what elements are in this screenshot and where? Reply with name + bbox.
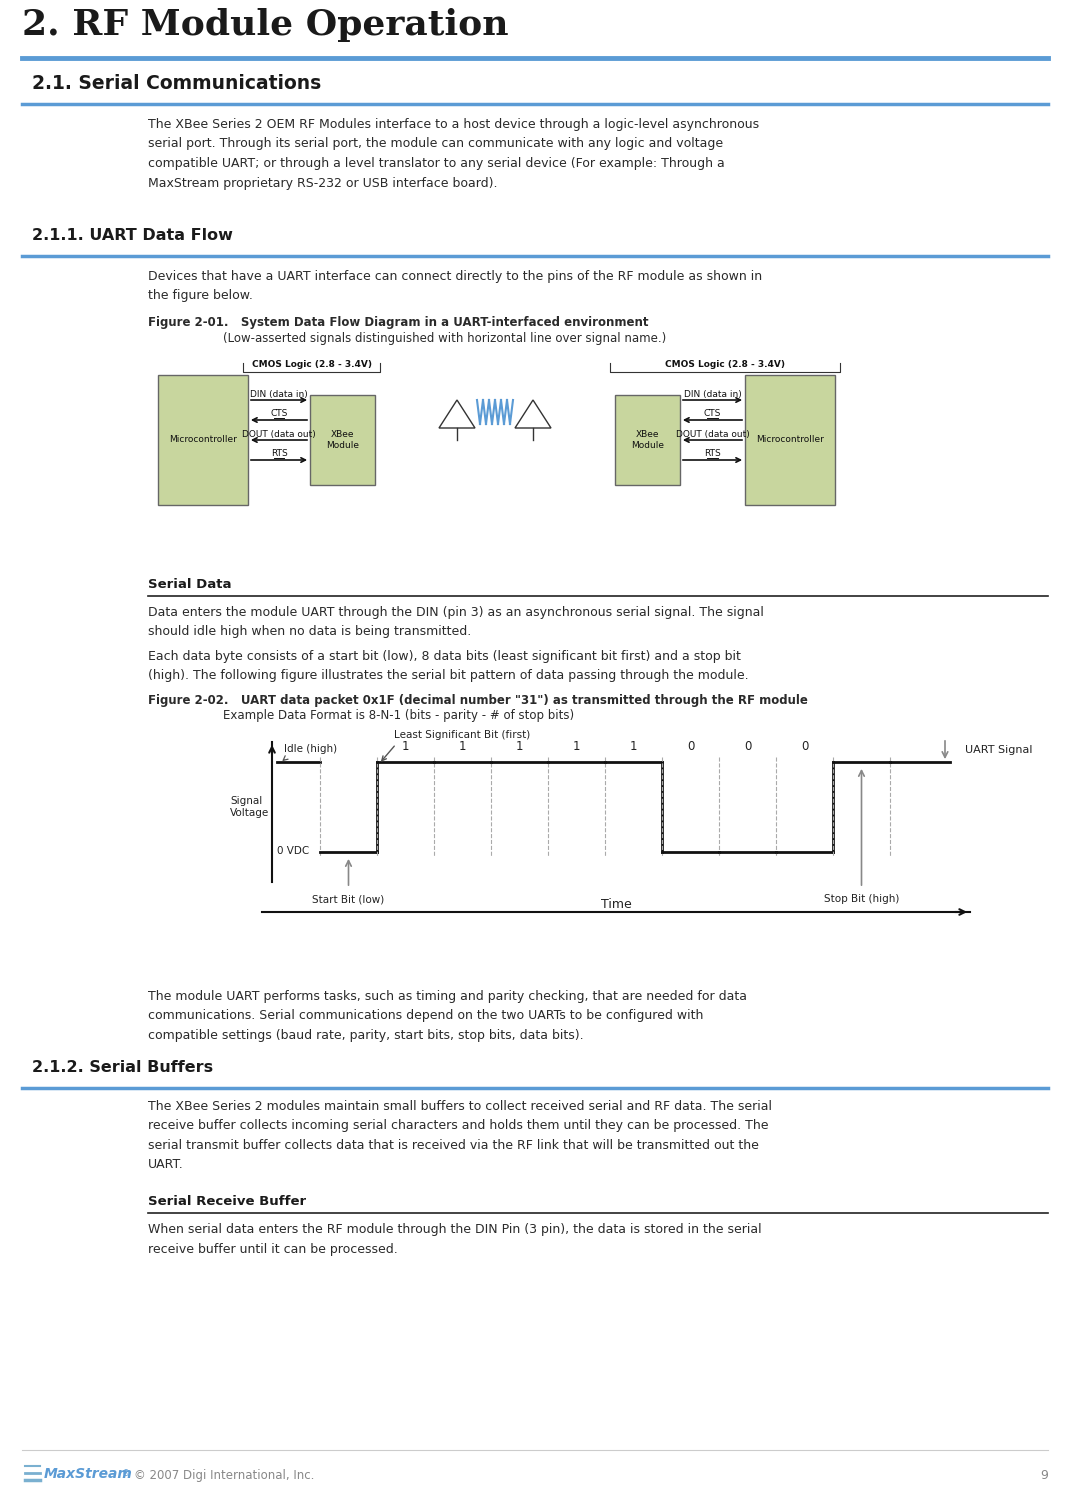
Text: The XBee Series 2 modules maintain small buffers to collect received serial and : The XBee Series 2 modules maintain small… xyxy=(148,1100,772,1172)
FancyBboxPatch shape xyxy=(745,375,835,505)
Text: 0: 0 xyxy=(743,740,751,752)
Polygon shape xyxy=(439,401,475,428)
Text: RTS: RTS xyxy=(704,450,721,459)
Text: ®: ® xyxy=(122,1470,130,1479)
Text: Idle (high): Idle (high) xyxy=(284,745,337,753)
Text: Start Bit (low): Start Bit (low) xyxy=(312,894,384,904)
Text: Time: Time xyxy=(600,898,631,910)
Text: 2.1. Serial Communications: 2.1. Serial Communications xyxy=(32,73,321,93)
Text: Data enters the module UART through the DIN (pin 3) as an asynchronous serial si: Data enters the module UART through the … xyxy=(148,605,764,638)
Text: Least Significant Bit (first): Least Significant Bit (first) xyxy=(394,730,531,740)
Text: DIN (data in): DIN (data in) xyxy=(684,390,741,399)
Text: 1: 1 xyxy=(516,740,523,752)
Text: CMOS Logic (2.8 - 3.4V): CMOS Logic (2.8 - 3.4V) xyxy=(665,360,785,369)
Text: The module UART performs tasks, such as timing and parity checking, that are nee: The module UART performs tasks, such as … xyxy=(148,990,747,1042)
Text: Signal
Voltage: Signal Voltage xyxy=(230,797,269,818)
Text: Figure 2-01.   System Data Flow Diagram in a UART-interfaced environment: Figure 2-01. System Data Flow Diagram in… xyxy=(148,315,648,329)
Text: Serial Data: Serial Data xyxy=(148,579,232,591)
Text: Each data byte consists of a start bit (low), 8 data bits (least significant bit: Each data byte consists of a start bit (… xyxy=(148,650,749,683)
Text: 9: 9 xyxy=(1040,1470,1048,1482)
Text: Serial Receive Buffer: Serial Receive Buffer xyxy=(148,1195,307,1208)
Text: © 2007 Digi International, Inc.: © 2007 Digi International, Inc. xyxy=(134,1470,314,1482)
Text: 0 VDC: 0 VDC xyxy=(277,846,310,857)
Text: (Low-asserted signals distinguished with horizontal line over signal name.): (Low-asserted signals distinguished with… xyxy=(223,332,666,345)
Text: Example Data Format is 8-N-1 (bits - parity - # of stop bits): Example Data Format is 8-N-1 (bits - par… xyxy=(223,709,575,722)
Text: UART Signal: UART Signal xyxy=(965,745,1033,755)
Polygon shape xyxy=(515,401,551,428)
Text: 1: 1 xyxy=(402,740,409,752)
Text: 1: 1 xyxy=(572,740,580,752)
Text: Microcontroller: Microcontroller xyxy=(756,435,823,444)
Text: Stop Bit (high): Stop Bit (high) xyxy=(823,894,899,904)
Text: Microcontroller: Microcontroller xyxy=(169,435,237,444)
Text: 2.1.2. Serial Buffers: 2.1.2. Serial Buffers xyxy=(32,1060,214,1075)
Text: 2.1.1. UART Data Flow: 2.1.1. UART Data Flow xyxy=(32,229,233,244)
Text: CTS: CTS xyxy=(270,410,287,419)
Text: DOUT (data out): DOUT (data out) xyxy=(676,429,750,438)
Text: CMOS Logic (2.8 - 3.4V): CMOS Logic (2.8 - 3.4V) xyxy=(251,360,372,369)
Text: When serial data enters the RF module through the DIN Pin (3 pin), the data is s: When serial data enters the RF module th… xyxy=(148,1223,761,1256)
Text: 2. RF Module Operation: 2. RF Module Operation xyxy=(22,7,508,42)
FancyBboxPatch shape xyxy=(158,375,248,505)
Text: 0: 0 xyxy=(801,740,808,752)
Text: Devices that have a UART interface can connect directly to the pins of the RF mo: Devices that have a UART interface can c… xyxy=(148,271,763,302)
Text: CTS: CTS xyxy=(704,410,721,419)
FancyBboxPatch shape xyxy=(310,395,375,484)
Text: MaxStream: MaxStream xyxy=(44,1467,132,1482)
Text: DIN (data in): DIN (data in) xyxy=(250,390,308,399)
Text: Figure 2-02.   UART data packet 0x1F (decimal number "31") as transmitted throug: Figure 2-02. UART data packet 0x1F (deci… xyxy=(148,694,807,707)
Text: 0: 0 xyxy=(687,740,694,752)
FancyBboxPatch shape xyxy=(615,395,680,484)
Text: XBee
Module: XBee Module xyxy=(326,431,359,450)
Text: The XBee Series 2 OEM RF Modules interface to a host device through a logic-leve: The XBee Series 2 OEM RF Modules interfa… xyxy=(148,118,759,190)
Text: DOUT (data out): DOUT (data out) xyxy=(242,429,316,438)
Text: RTS: RTS xyxy=(270,450,287,459)
Text: XBee
Module: XBee Module xyxy=(631,431,664,450)
Text: 1: 1 xyxy=(459,740,467,752)
Text: 1: 1 xyxy=(630,740,638,752)
